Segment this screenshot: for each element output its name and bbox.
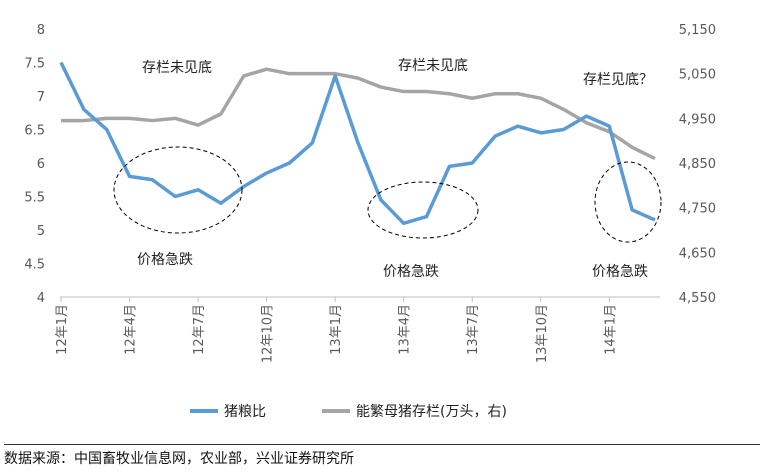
x-tick-label: 13年1月 bbox=[329, 304, 344, 355]
series-sow-inventory-line bbox=[61, 67, 656, 161]
x-axis-tick-labels: 12年1月 12年4月 12年7月 12年10月 13年1月 13年4月 13年7月 13年1… bbox=[55, 304, 618, 363]
legend: 猪粮比 能繁母猪存栏(万头，右) bbox=[190, 404, 507, 420]
y-right-tick-label: 4,550 bbox=[679, 291, 716, 306]
y-right-tick-label: 4,650 bbox=[679, 246, 716, 261]
y-left-tick-label: 8 bbox=[37, 23, 45, 38]
legend-label-sow-inventory: 能繁母猪存栏(万头，右) bbox=[356, 404, 507, 420]
y-left-tick-label: 5 bbox=[37, 224, 45, 239]
annotation-inventory-2: 存栏未见底 bbox=[398, 58, 468, 74]
y-left-tick-label: 6.5 bbox=[24, 124, 45, 139]
x-tick-label: 12年1月 bbox=[55, 304, 70, 355]
y-left-tick-label: 5.5 bbox=[24, 191, 45, 206]
series-hog-grain-ratio-line bbox=[59, 61, 656, 226]
y-left-tick-label: 6 bbox=[37, 157, 45, 172]
line-chart: 44.555.566.577.58 4,5504,6504,7504,8504,… bbox=[24, 23, 716, 420]
x-axis-tick-marks bbox=[60, 297, 610, 302]
highlight-ellipse-2 bbox=[367, 181, 479, 239]
x-tick-label: 12年7月 bbox=[192, 304, 207, 355]
y-axis-left-ticks: 4 4.5 5 5.5 6 6.5 7 7.5 8 bbox=[24, 23, 45, 306]
x-tick-label: 13年10月 bbox=[535, 304, 550, 363]
x-tick-label: 13年7月 bbox=[466, 304, 481, 355]
annotation-price-drop-2: 价格急跌 bbox=[383, 264, 439, 280]
y-axis-right-ticks: 4,550 4,650 4,750 4,850 4,950 5,050 5,150 bbox=[679, 23, 716, 306]
x-tick-label: 12年4月 bbox=[124, 304, 139, 355]
y-right-tick-label: 5,050 bbox=[679, 68, 716, 83]
highlight-ellipse-3 bbox=[594, 161, 662, 243]
y-left-tick-label: 7.5 bbox=[24, 57, 45, 72]
annotation-inventory-3: 存栏见底？ bbox=[583, 72, 653, 88]
source-note: 数据来源：中国畜牧业信息网，农业部，兴业证券研究所 bbox=[4, 444, 760, 468]
y-left-tick-label: 4 bbox=[37, 291, 45, 306]
y-right-tick-label: 4,750 bbox=[679, 202, 716, 217]
highlight-ellipse-1 bbox=[113, 146, 243, 234]
legend-label-hog-grain-ratio: 猪粮比 bbox=[224, 404, 266, 420]
x-tick-label: 14年1月 bbox=[603, 304, 618, 355]
x-tick-label: 13年4月 bbox=[398, 304, 413, 355]
y-left-tick-label: 4.5 bbox=[24, 258, 45, 273]
annotation-price-drop-3: 价格急跌 bbox=[592, 264, 648, 280]
annotation-inventory-1: 存栏未见底 bbox=[142, 60, 212, 76]
y-left-tick-label: 7 bbox=[37, 90, 45, 105]
y-right-tick-label: 4,950 bbox=[679, 112, 716, 127]
annotation-price-drop-1: 价格急跌 bbox=[137, 252, 193, 268]
y-right-tick-label: 4,850 bbox=[679, 157, 716, 172]
y-right-tick-label: 5,150 bbox=[679, 23, 716, 38]
x-tick-label: 12年10月 bbox=[261, 304, 276, 363]
